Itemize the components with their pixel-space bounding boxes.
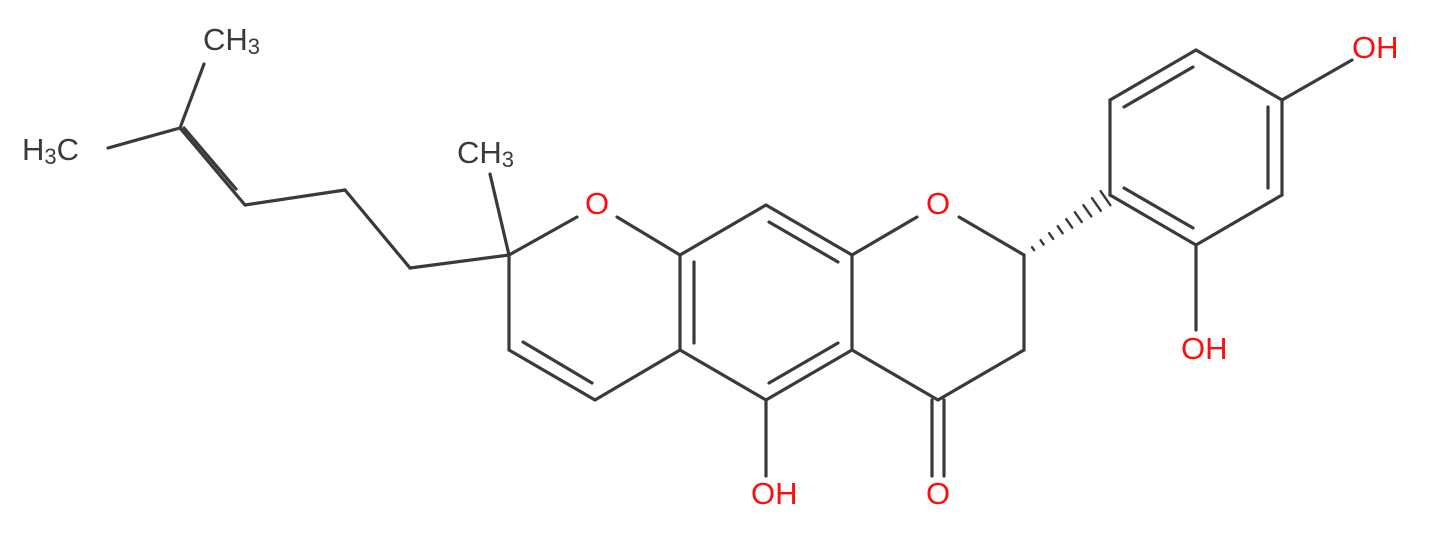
- atom-label-main: CH: [203, 22, 248, 57]
- atom-label: CH3: [203, 22, 260, 59]
- wedge-hash: [1047, 231, 1055, 241]
- bond: [850, 215, 919, 257]
- wedge-hash: [1039, 238, 1045, 246]
- atom-label-main: CH: [457, 135, 502, 170]
- wedge-hash: [1065, 217, 1074, 229]
- bond: [936, 348, 1026, 402]
- bond: [178, 62, 206, 130]
- bond: [1122, 65, 1195, 109]
- bond: [507, 215, 579, 257]
- bond: [767, 220, 840, 264]
- bond: [182, 126, 238, 191]
- atom-label: OH: [1181, 331, 1228, 366]
- bond: [615, 215, 682, 257]
- bond: [178, 126, 247, 207]
- bond: [521, 340, 594, 385]
- bond: [1108, 48, 1198, 102]
- bonds: [106, 48, 1354, 478]
- atom-label: O: [926, 476, 950, 511]
- bond: [764, 348, 854, 402]
- bond: [957, 215, 1026, 257]
- bond: [764, 203, 854, 257]
- atom-label: OH: [1352, 30, 1399, 65]
- bond: [488, 172, 511, 257]
- atom-label-subscript: 3: [248, 34, 260, 59]
- atom-label: OH: [751, 476, 798, 511]
- atom-label: O: [926, 186, 950, 221]
- bond: [767, 341, 840, 385]
- atom-label: O: [585, 186, 609, 221]
- atom-label: H3C: [22, 132, 79, 169]
- bond: [1194, 48, 1284, 102]
- wedge-hash: [1056, 224, 1064, 235]
- bond: [343, 188, 412, 270]
- atom-label: CH3: [457, 135, 514, 172]
- bond: [593, 348, 682, 402]
- bond: [1194, 193, 1284, 247]
- bond: [850, 348, 940, 402]
- bond: [243, 188, 347, 207]
- wedge-hash: [1099, 189, 1112, 207]
- bond: [1280, 58, 1354, 102]
- bond: [678, 348, 768, 402]
- bond: [1122, 186, 1195, 230]
- wedge-hash: [1030, 245, 1036, 252]
- bond: [678, 203, 768, 257]
- bond: [1108, 193, 1198, 247]
- bond: [106, 126, 182, 150]
- wedge-hash: [1073, 210, 1083, 224]
- bond: [507, 348, 597, 402]
- wedge-hash: [1090, 196, 1103, 213]
- wedge-hash: [1082, 203, 1093, 218]
- atom-label-main: C: [57, 132, 79, 167]
- atom-label-main: H: [22, 132, 44, 167]
- hashed-wedge-bond: [1030, 189, 1112, 252]
- atom-label-subscript: 3: [44, 144, 56, 169]
- bond: [408, 253, 511, 270]
- atom-label-subscript: 3: [502, 147, 514, 172]
